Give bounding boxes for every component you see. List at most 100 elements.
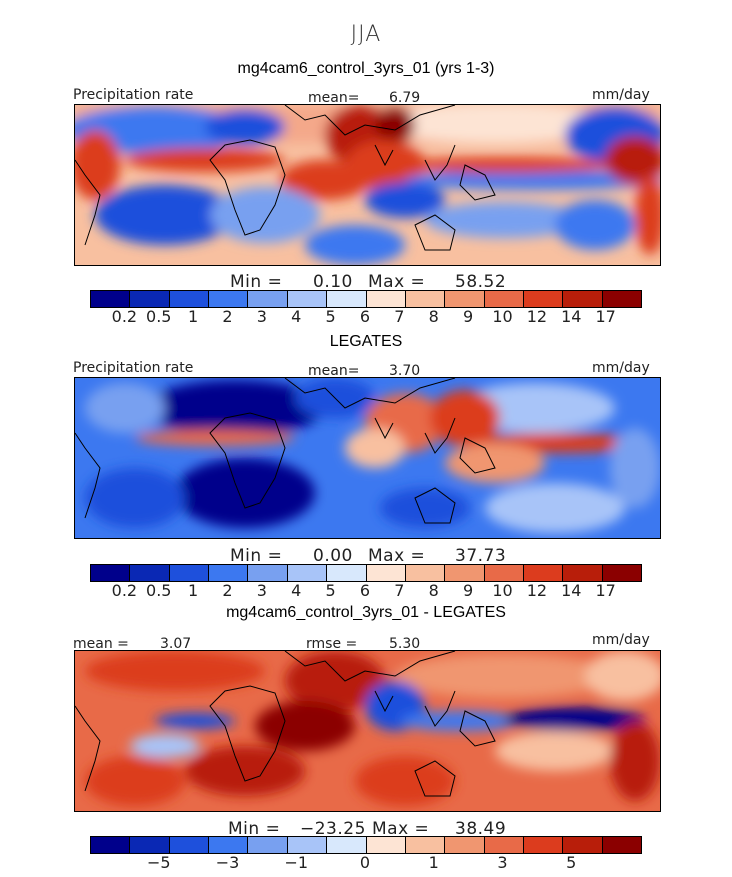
panel2-tick-label: 7: [394, 581, 405, 600]
panel1-title: mg4cam6_control_3yrs_01 (yrs 1-3): [237, 60, 495, 77]
panel1-tick-label: 1: [188, 307, 199, 326]
panel2-mean-label: mean=: [308, 363, 360, 379]
panel1-colorbar-cell: [405, 291, 446, 307]
panel3-colorbar: [90, 836, 642, 854]
panel1-tick-label: 4: [291, 307, 302, 326]
panel3-colorbar-cell: [91, 837, 131, 853]
panel1-left-label: Precipitation rate: [73, 87, 194, 103]
panel3-min-label: Min =: [228, 819, 281, 839]
panel2-tick-label: 14: [561, 581, 582, 600]
panel3-colorbar-cell: [405, 837, 446, 853]
panel2-tick-label: 2: [222, 581, 233, 600]
panel3-colorbar-cell: [563, 837, 603, 853]
panel1-colorbar-cell: [130, 291, 170, 307]
panel2-title: LEGATES: [329, 333, 403, 350]
season-title: JJA: [350, 22, 382, 47]
panel2-colorbar-cell: [445, 565, 485, 581]
panel2-colorbar-cell: [602, 565, 642, 581]
panel1-tick-label: 0.5: [146, 307, 172, 326]
panel3-colorbar-cell: [287, 837, 328, 853]
panel3-tick-label: 1: [428, 853, 439, 872]
panel2-tick-label: 9: [463, 581, 474, 600]
panel1-colorbar-cell: [445, 291, 485, 307]
panel1-colorbar-cell: [209, 291, 249, 307]
panel1-colorbar-cell: [327, 291, 367, 307]
panel2-tick-label: 12: [526, 581, 548, 600]
panel2-left-label: Precipitation rate: [73, 360, 194, 376]
panel1-colorbar-cell: [484, 291, 524, 307]
panel1-tick-label: 10: [492, 307, 513, 326]
panel1-tick-label: 2: [222, 307, 233, 326]
panel1-mean-label: mean=: [308, 90, 360, 106]
panel1-mean-value: 6.79: [389, 90, 421, 106]
panel3-colorbar-cell: [366, 837, 406, 853]
panel2-min-label: Min =: [230, 546, 283, 566]
panel2-colorbar-cell: [169, 565, 210, 581]
panel1-tick-label: 8: [428, 307, 439, 326]
panel2-tick-label: 5: [325, 581, 336, 600]
panel2-colorbar-cell: [209, 565, 249, 581]
panel1-colorbar-cell: [169, 291, 210, 307]
panel1-max-label: Max =: [368, 272, 426, 292]
panel3-title: mg4cam6_control_3yrs_01 - LEGATES: [226, 604, 506, 621]
panel3-colorbar-cell: [445, 837, 485, 853]
panel2-colorbar-cell: [523, 565, 564, 581]
panel1-colorbar: [90, 290, 642, 308]
panel3-tick-label: −1: [284, 853, 309, 872]
panel1-tick-label: 12: [526, 307, 548, 326]
panel2-colorbar-cell: [405, 565, 446, 581]
panel1-min-label: Min =: [230, 272, 283, 292]
panel2-colorbar: [90, 564, 642, 582]
panel3-colorbar-cell: [169, 837, 210, 853]
panel1-max-value: 58.52: [455, 272, 507, 292]
panel2-colorbar-cell: [327, 565, 367, 581]
panel2-max-label: Max =: [368, 546, 426, 566]
panel2-colorbar-cell: [366, 565, 406, 581]
panel2-mean-value: 3.70: [389, 363, 421, 379]
panel3-units: mm/day: [592, 632, 650, 648]
panel3-max-label: Max =: [372, 819, 430, 839]
panel3-colorbar-cell: [209, 837, 249, 853]
panel2-tick-label: 3: [256, 581, 267, 600]
panel1-tick-label: 3: [256, 307, 267, 326]
panel3-map: [74, 650, 661, 812]
panel3-colorbar-cell: [130, 837, 170, 853]
panel1-colorbar-cell: [91, 291, 131, 307]
panel2-tick-label: 0.5: [146, 581, 172, 600]
panel1-colorbar-cell: [287, 291, 328, 307]
panel1-tick-label: 17: [595, 307, 616, 326]
panel2-colorbar-cell: [91, 565, 131, 581]
panel2-colorbar-ticks: 0.2 0.5 1 2 3 4 5 6 7 8 9 10 12 14 17: [90, 581, 640, 601]
panel3-tick-label: 0: [359, 853, 371, 872]
panel2-map: [74, 377, 661, 539]
panel1-tick-label: 0.2: [111, 307, 138, 326]
panel1-tick-label: 7: [394, 307, 405, 326]
panel2-colorbar-cell: [248, 565, 288, 581]
panel1-colorbar-cell: [248, 291, 288, 307]
panel2-colorbar-cell: [130, 565, 170, 581]
panel1-tick-label: 5: [325, 307, 336, 326]
panel3-mean-value: 3.07: [160, 636, 192, 652]
panel2-tick-label: 10: [492, 581, 513, 600]
panel3-rmse-value: 5.30: [389, 636, 421, 652]
panel3-tick-label: 5: [566, 853, 577, 872]
panel3-rmse-label: rmse =: [306, 636, 358, 652]
panel2-tick-label: 0.2: [111, 581, 138, 600]
panel2-tick-label: 8: [428, 581, 439, 600]
panel3-colorbar-cell: [248, 837, 288, 853]
panel2-tick-label: 6: [359, 581, 371, 600]
panel3-tick-label: −5: [146, 853, 171, 872]
panel2-colorbar-cell: [287, 565, 328, 581]
panel3-colorbar-cell: [602, 837, 642, 853]
panel1-tick-label: 6: [359, 307, 371, 326]
panel3-tick-label: 3: [497, 853, 508, 872]
panel3-tick-label: −3: [215, 853, 240, 872]
panel1-colorbar-cell: [366, 291, 406, 307]
panel2-colorbar-cell: [484, 565, 524, 581]
panel2-colorbar-cell: [563, 565, 603, 581]
panel3-colorbar-ticks: −5 −3 −1 0 1 3 5: [90, 853, 640, 873]
panel3-colorbar-cell: [327, 837, 367, 853]
panel2-tick-label: 4: [291, 581, 302, 600]
panel3-colorbar-cell: [523, 837, 564, 853]
panel1-colorbar-ticks: 0.2 0.5 1 2 3 4 5 6 7 8 9 10 12 14 17: [90, 307, 640, 327]
